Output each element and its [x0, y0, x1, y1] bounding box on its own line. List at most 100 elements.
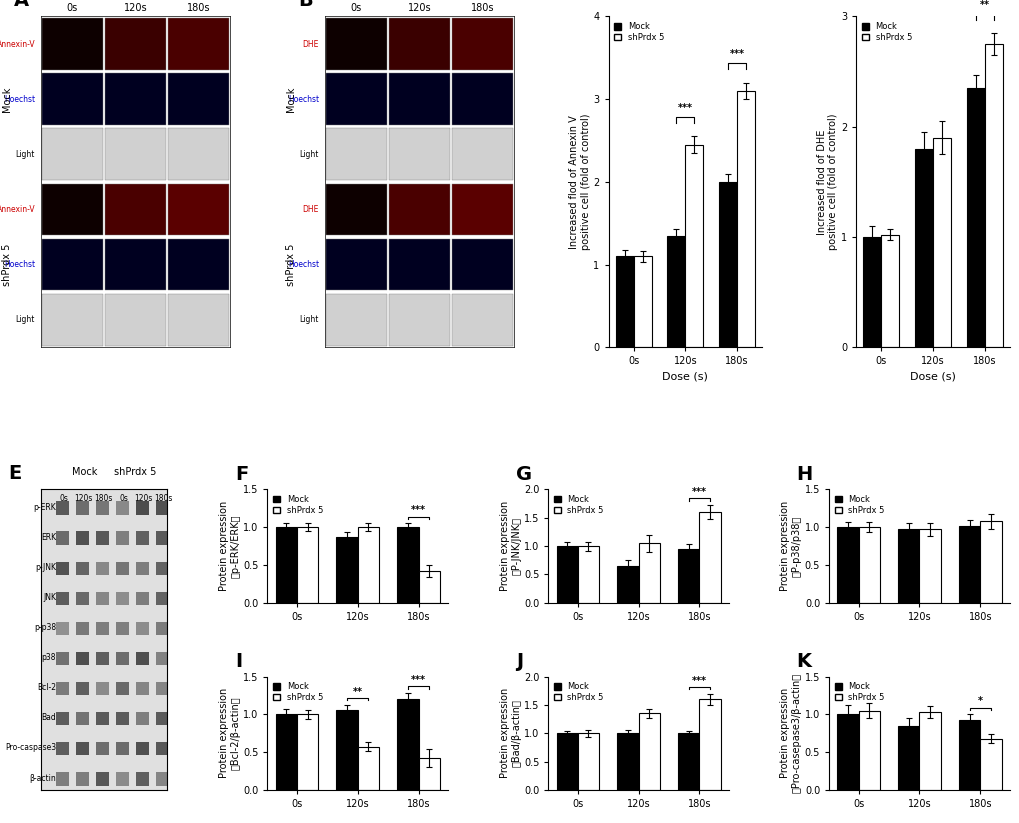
Bar [42, 294, 103, 346]
Bar [397, 528, 418, 602]
Bar [275, 714, 297, 790]
Bar [96, 652, 108, 665]
Bar [616, 733, 638, 790]
Bar [42, 184, 103, 235]
Y-axis label: Increased flod of DHE
positive cell (fold of control): Increased flod of DHE positive cell (fol… [816, 114, 838, 250]
Bar [577, 733, 598, 790]
Bar [56, 501, 68, 515]
Bar [116, 501, 128, 515]
Bar [56, 712, 68, 725]
Bar [116, 681, 128, 695]
Bar [325, 73, 386, 125]
Bar [336, 537, 358, 602]
Legend: Mock, shPrdx 5: Mock, shPrdx 5 [833, 494, 886, 517]
Text: Annexin-V: Annexin-V [0, 40, 35, 49]
Bar [156, 501, 168, 515]
Text: 180s: 180s [186, 3, 210, 13]
Bar [96, 621, 108, 635]
Bar [880, 235, 899, 347]
Text: ***: *** [411, 676, 426, 686]
Bar [136, 561, 149, 575]
Bar [56, 772, 68, 786]
Bar [388, 184, 449, 235]
Legend: Mock, shPrdx 5: Mock, shPrdx 5 [552, 681, 605, 704]
Bar [156, 712, 168, 725]
Bar [136, 742, 149, 756]
Legend: Mock, shPrdx 5: Mock, shPrdx 5 [612, 21, 665, 44]
Text: shPrdx 5: shPrdx 5 [285, 244, 296, 286]
Bar [451, 73, 513, 125]
Text: β-actin: β-actin [30, 774, 56, 783]
Bar [75, 652, 89, 665]
Bar [42, 73, 103, 125]
Bar [837, 528, 858, 602]
Bar [96, 501, 108, 515]
Bar [325, 184, 386, 235]
Bar [418, 571, 439, 602]
Bar [556, 733, 577, 790]
Bar [136, 681, 149, 695]
Bar [932, 137, 951, 347]
Text: **: ** [353, 686, 363, 696]
Bar [105, 128, 166, 180]
Text: F: F [234, 465, 248, 484]
Bar [388, 239, 449, 291]
Text: Hoechst: Hoechst [4, 95, 35, 104]
Text: **: ** [979, 0, 988, 10]
Text: 120s: 120s [74, 494, 93, 503]
Bar [96, 532, 108, 545]
Bar [168, 18, 229, 70]
Bar [105, 73, 166, 125]
Bar [718, 182, 737, 347]
Text: JNK: JNK [43, 593, 56, 602]
Bar [678, 549, 699, 602]
Text: Bcl-2: Bcl-2 [37, 683, 56, 692]
Bar [116, 712, 128, 725]
Bar [96, 772, 108, 786]
Text: Light: Light [300, 150, 319, 159]
Bar [451, 128, 513, 180]
Text: shPrdx 5: shPrdx 5 [2, 244, 11, 286]
Text: E: E [8, 464, 21, 483]
Bar [358, 747, 379, 790]
Text: shPrdx 5: shPrdx 5 [114, 467, 157, 477]
Bar [297, 714, 318, 790]
Bar [616, 566, 638, 602]
Bar [116, 652, 128, 665]
Bar [105, 184, 166, 235]
Legend: Mock, shPrdx 5: Mock, shPrdx 5 [271, 494, 324, 517]
Text: DHE: DHE [303, 205, 319, 214]
Text: B: B [299, 0, 313, 10]
Bar [168, 184, 229, 235]
Bar [56, 681, 68, 695]
Bar [56, 561, 68, 575]
Bar [105, 294, 166, 346]
Y-axis label: Protein expression
（P-JNK/JNK）: Protein expression （P-JNK/JNK） [499, 501, 521, 591]
Bar [451, 294, 513, 346]
Bar [96, 681, 108, 695]
Bar [325, 128, 386, 180]
Text: K: K [796, 652, 811, 671]
Text: H: H [796, 465, 812, 484]
Bar [42, 128, 103, 180]
Bar [388, 128, 449, 180]
Bar [105, 239, 166, 291]
Bar [638, 714, 659, 790]
Legend: Mock, shPrdx 5: Mock, shPrdx 5 [271, 681, 324, 704]
Y-axis label: Increased flod of Annexin V
positive cell (fold of control): Increased flod of Annexin V positive cel… [569, 114, 590, 250]
X-axis label: Dose (s): Dose (s) [909, 372, 955, 382]
Bar [136, 652, 149, 665]
Bar [858, 528, 879, 602]
Bar [862, 237, 880, 347]
Bar [297, 528, 318, 602]
Text: 0s: 0s [66, 3, 77, 13]
Y-axis label: Protein expression
（P-p38/p38）: Protein expression （P-p38/p38） [780, 501, 801, 591]
Bar [168, 239, 229, 291]
Bar [418, 758, 439, 790]
Text: *: * [977, 696, 982, 706]
Bar [979, 738, 1001, 790]
Bar [75, 532, 89, 545]
Bar [116, 621, 128, 635]
Bar [75, 621, 89, 635]
Bar [75, 592, 89, 605]
